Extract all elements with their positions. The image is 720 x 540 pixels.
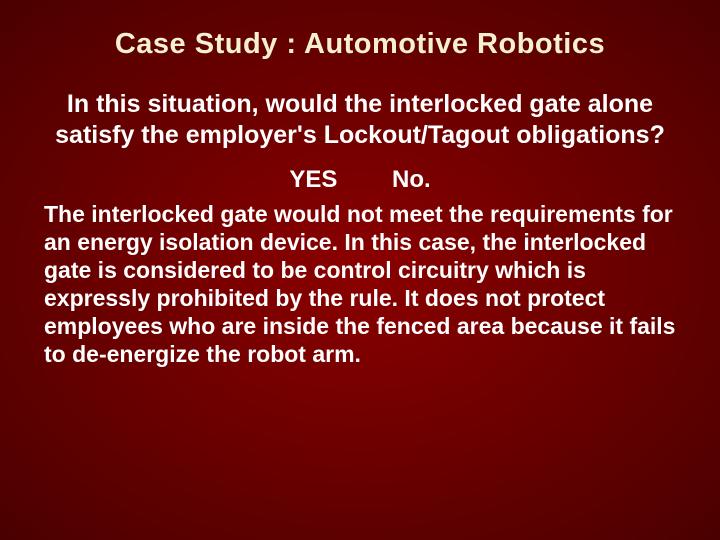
slide-title: Case Study : Automotive Robotics (40, 28, 680, 61)
answer-choices: YES No. (40, 166, 680, 194)
question-text: In this situation, would the interlocked… (40, 89, 680, 152)
answer-explanation: The interlocked gate would not meet the … (40, 200, 680, 368)
choice-yes: YES (289, 166, 337, 193)
choice-no: No. (392, 166, 431, 193)
